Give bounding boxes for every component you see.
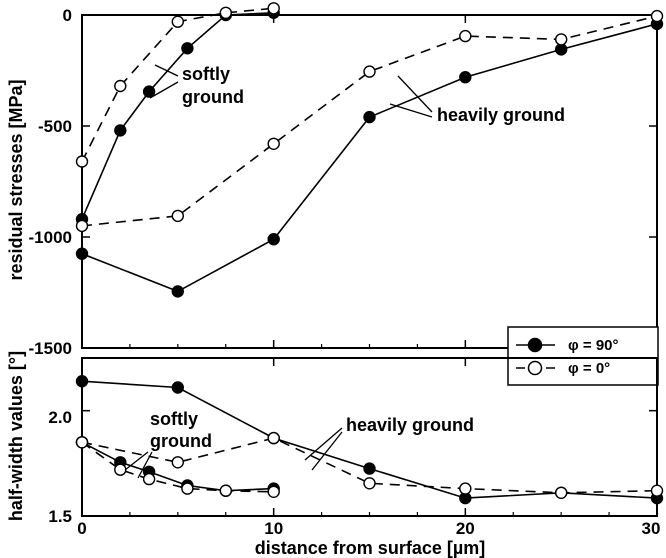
legend-marker-open <box>527 360 543 376</box>
halfwidth-point-3-1 <box>171 456 185 469</box>
y-tick-label-1.5: 1.5 <box>48 507 72 526</box>
y-axis-label-top: residual stresses [MPa] <box>6 79 26 280</box>
legend-marker-filled <box>527 337 543 353</box>
annotation-leader <box>397 75 433 113</box>
top-tick-marks <box>81 14 658 349</box>
y-tick-label-minus-500: -500 <box>38 117 72 136</box>
stress-point-0-2 <box>142 85 156 98</box>
stress-series-line-0 <box>81 12 274 220</box>
halfwidth-point-1-3 <box>181 482 194 495</box>
halfwidth-point-3-6 <box>650 484 664 497</box>
annotation-softly-ground-line1: softly <box>182 64 230 84</box>
stress-point-3-6 <box>650 9 664 23</box>
legend: φ = 90° φ = 0° <box>507 326 659 386</box>
y-tick-label-minus-1000: -1000 <box>29 228 72 247</box>
panel-half-width: 2.0 1.5 half-width values [°] 0 10 20 30… <box>6 351 664 558</box>
legend-box <box>507 326 659 386</box>
stress-point-3-1 <box>171 209 185 223</box>
halfwidth-series-line-0 <box>81 441 274 492</box>
annotation-leader <box>311 431 343 471</box>
halfwidth-point-3-5 <box>555 486 568 499</box>
halfwidth-point-1-4 <box>219 484 233 497</box>
annotation-leader <box>149 81 179 99</box>
x-tick-label-0: 0 <box>77 519 86 538</box>
y-tick-label-0: 0 <box>63 6 72 25</box>
stress-point-2-0 <box>75 247 89 260</box>
stress-point-3-3 <box>363 65 376 78</box>
stress-point-2-3 <box>363 110 376 124</box>
stress-point-1-0 <box>75 155 89 168</box>
stress-series-line-2 <box>81 23 658 293</box>
top-series-layer <box>75 2 664 298</box>
stress-point-0-3 <box>181 42 194 55</box>
annotation-softly-ground-bottom-line2: ground <box>150 431 212 451</box>
halfwidth-point-2-3 <box>363 462 376 475</box>
plot-frame-top <box>81 14 658 349</box>
legend-label-phi-0: φ = 0° <box>568 360 610 377</box>
annotation-leader <box>154 64 179 77</box>
annotation-softly-ground-line2: ground <box>182 87 244 107</box>
annotation-leader <box>124 451 149 471</box>
bottom-tick-marks <box>81 358 658 517</box>
y-tick-label-minus-1500: -1500 <box>29 339 72 358</box>
annotation-heavily-ground: heavily ground <box>437 105 565 125</box>
stress-point-1-1 <box>114 79 127 93</box>
x-tick-label-10: 10 <box>264 519 283 538</box>
stress-point-1-3 <box>219 6 233 20</box>
stress-point-3-2 <box>267 137 280 151</box>
halfwidth-series-line-1 <box>81 441 274 493</box>
halfwidth-point-3-0 <box>75 436 89 449</box>
panel-residual-stress: 0 -500 -1000 -1500 residual stresses [MP… <box>6 2 664 386</box>
halfwidth-point-1-1 <box>114 463 127 476</box>
halfwidth-point-3-3 <box>363 477 376 490</box>
annotation-leader <box>304 427 343 461</box>
y-axis-label-bottom: half-width values [°] <box>6 351 26 521</box>
annotation-leader <box>137 451 153 479</box>
annotation-leader <box>389 103 433 118</box>
annotation-softly-ground-bottom-line1: softly <box>150 409 198 429</box>
x-axis-label: distance from surface [µm] <box>255 538 485 558</box>
stress-point-2-4 <box>459 70 472 84</box>
bottom-series-layer <box>75 375 664 505</box>
stress-point-3-0 <box>75 219 89 233</box>
halfwidth-point-1-2 <box>142 472 156 486</box>
stress-point-3-4 <box>459 29 472 43</box>
stress-point-3-5 <box>555 33 568 46</box>
halfwidth-point-2-0 <box>75 375 89 388</box>
stress-point-0-1 <box>114 124 127 137</box>
stress-point-2-2 <box>267 232 280 246</box>
halfwidth-point-3-4 <box>459 482 472 495</box>
stress-point-1-2 <box>171 15 185 28</box>
halfwidth-point-3-2 <box>267 431 280 445</box>
x-tick-label-30: 30 <box>642 519 661 538</box>
stress-point-2-1 <box>171 285 185 298</box>
halfwidth-point-2-1 <box>171 381 185 394</box>
annotation-heavily-ground-bottom: heavily ground <box>346 415 474 435</box>
stress-point-1-4 <box>267 2 280 15</box>
stress-series-line-1 <box>81 7 274 162</box>
halfwidth-point-1-5 <box>267 485 280 498</box>
legend-label-phi-90: φ = 90° <box>568 337 619 354</box>
x-tick-label-20: 20 <box>456 519 475 538</box>
y-tick-label-2.0: 2.0 <box>48 408 72 427</box>
